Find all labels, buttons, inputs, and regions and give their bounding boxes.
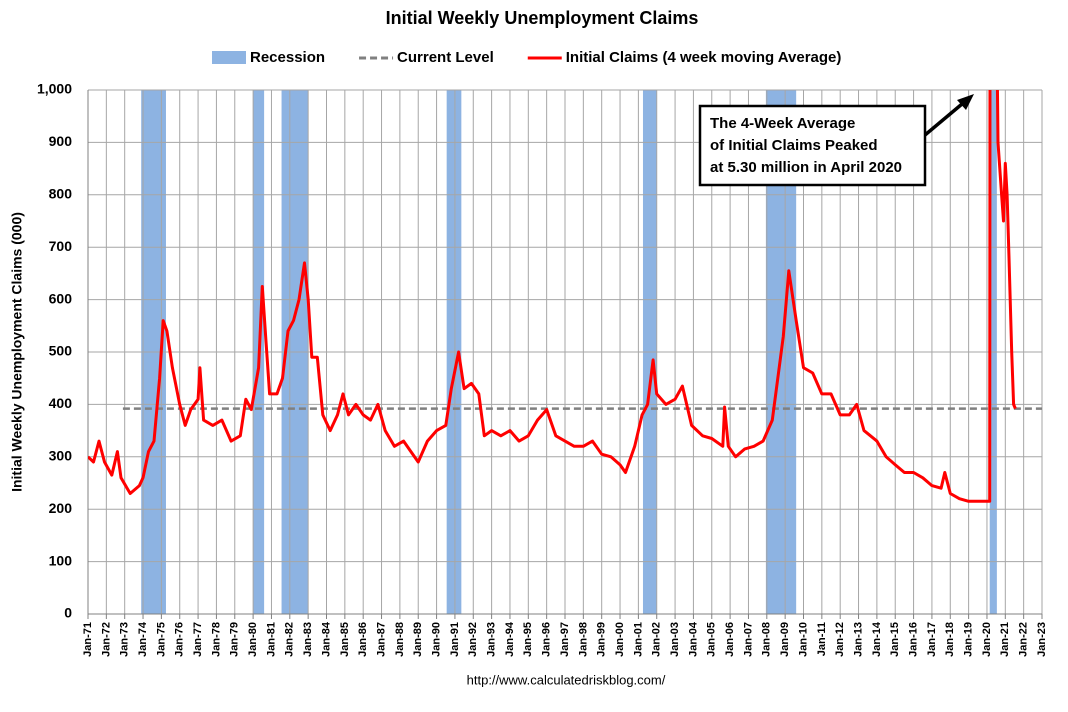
y-tick-label: 700 — [49, 238, 73, 254]
y-tick-label: 500 — [49, 343, 73, 359]
x-tick-label: Jan-90 — [430, 622, 442, 657]
x-tick-label: Jan-71 — [82, 622, 94, 657]
x-tick-label: Jan-83 — [302, 622, 314, 657]
x-tick-label: Jan-17 — [926, 622, 938, 657]
x-tick-label: Jan-02 — [651, 622, 663, 657]
legend-label: Current Level — [397, 49, 494, 66]
x-tick-label: Jan-85 — [339, 622, 351, 657]
annotation-arrowhead — [957, 94, 974, 110]
x-tick-label: Jan-72 — [100, 622, 112, 657]
x-tick-label: Jan-94 — [504, 621, 516, 657]
x-tick-label: Jan-96 — [541, 622, 553, 657]
x-tick-label: Jan-87 — [375, 622, 387, 657]
x-tick-label: Jan-84 — [320, 621, 332, 657]
x-tick-label: Jan-78 — [210, 622, 222, 657]
x-tick-label: Jan-97 — [559, 622, 571, 657]
legend-swatch — [212, 51, 246, 64]
x-tick-label: Jan-05 — [706, 622, 718, 657]
x-tick-label: Jan-23 — [1036, 622, 1048, 657]
y-axis-label: Initial Weekly Unemployment Claims (000) — [9, 212, 25, 492]
x-tick-label: Jan-77 — [192, 622, 204, 657]
y-tick-label: 900 — [49, 133, 73, 149]
x-tick-label: Jan-81 — [265, 622, 277, 657]
x-tick-label: Jan-21 — [999, 622, 1011, 657]
x-tick-label: Jan-20 — [981, 622, 993, 657]
chart-title: Initial Weekly Unemployment Claims — [386, 8, 699, 28]
x-tick-label: Jan-74 — [137, 621, 149, 657]
x-tick-label: Jan-89 — [412, 622, 424, 657]
x-tick-label: Jan-98 — [577, 622, 589, 657]
x-tick-label: Jan-07 — [742, 622, 754, 657]
x-tick-label: Jan-12 — [834, 622, 846, 657]
x-tick-label: Jan-79 — [229, 622, 241, 657]
x-tick-label: Jan-00 — [614, 622, 626, 657]
x-tick-label: Jan-80 — [247, 622, 259, 657]
x-tick-label: Jan-01 — [632, 622, 644, 657]
y-tick-label: 400 — [49, 395, 73, 411]
x-tick-label: Jan-18 — [944, 622, 956, 657]
x-tick-label: Jan-99 — [596, 622, 608, 657]
x-tick-label: Jan-75 — [155, 622, 167, 657]
x-tick-label: Jan-16 — [907, 622, 919, 657]
annotation-arrow — [923, 102, 964, 137]
x-tick-label: Jan-09 — [779, 622, 791, 657]
legend-label: Recession — [250, 49, 325, 66]
x-tick-label: Jan-19 — [963, 622, 975, 657]
annotation-box — [698, 104, 927, 187]
x-tick-label: Jan-93 — [486, 622, 498, 657]
x-tick-label: Jan-13 — [852, 622, 864, 657]
annotation-text: of Initial Claims Peaked — [710, 137, 878, 154]
x-tick-label: Jan-76 — [174, 622, 186, 657]
x-tick-label: Jan-73 — [119, 622, 131, 657]
y-tick-label: 300 — [49, 448, 73, 464]
x-tick-label: Jan-10 — [797, 622, 809, 657]
annotation-text: at 5.30 million in April 2020 — [710, 159, 902, 176]
x-tick-label: Jan-06 — [724, 622, 736, 657]
x-tick-label: Jan-91 — [449, 622, 461, 657]
y-tick-label: 0 — [64, 605, 72, 621]
x-tick-label: Jan-22 — [1018, 622, 1030, 657]
x-tick-label: Jan-11 — [816, 622, 828, 656]
legend-label: Initial Claims (4 week moving Average) — [566, 49, 842, 66]
annotation-text: The 4-Week Average — [710, 115, 855, 132]
y-tick-label: 800 — [49, 186, 73, 202]
x-tick-label: Jan-14 — [871, 621, 883, 657]
x-tick-label: Jan-88 — [394, 622, 406, 657]
x-tick-label: Jan-15 — [889, 622, 901, 657]
y-tick-label: 1,000 — [37, 81, 72, 97]
y-tick-label: 200 — [49, 500, 73, 516]
source: http://www.calculatedriskblog.com/ — [467, 672, 666, 687]
x-tick-label: Jan-82 — [284, 622, 296, 657]
y-tick-label: 100 — [49, 552, 73, 568]
y-tick-label: 600 — [49, 290, 73, 306]
x-tick-label: Jan-95 — [522, 622, 534, 657]
x-tick-label: Jan-04 — [687, 621, 699, 657]
x-tick-label: Jan-08 — [761, 622, 773, 657]
plot-area — [88, 90, 1042, 503]
x-tick-label: Jan-03 — [669, 622, 681, 657]
x-tick-label: Jan-92 — [467, 622, 479, 657]
x-tick-label: Jan-86 — [357, 622, 369, 657]
series-line — [88, 90, 1017, 503]
